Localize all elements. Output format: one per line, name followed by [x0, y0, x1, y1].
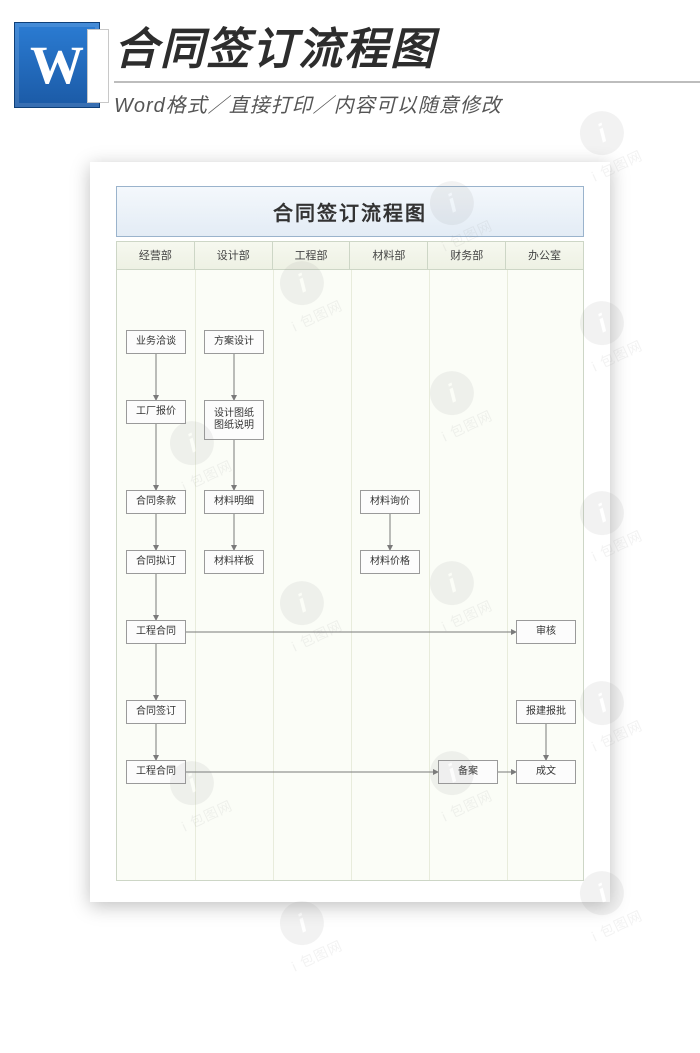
banner-subtitle: Word格式／直接打印／内容可以随意修改: [114, 81, 700, 118]
lane-header: 材料部: [350, 242, 428, 269]
flow-node: 合同条款: [126, 490, 186, 514]
flow-node: 审核: [516, 620, 576, 644]
lane-header: 工程部: [273, 242, 351, 269]
doc-title: 合同签订流程图: [116, 186, 584, 237]
flow-node: 业务洽谈: [126, 330, 186, 354]
flow-node: 合同签订: [126, 700, 186, 724]
flow-node: 材料明细: [204, 490, 264, 514]
word-icon-letter: W: [30, 34, 84, 96]
flow-node: 材料询价: [360, 490, 420, 514]
word-icon: W: [14, 22, 100, 108]
lane-header: 经营部: [117, 242, 195, 269]
flow-node: 合同拟订: [126, 550, 186, 574]
document-page: 合同签订流程图 经营部设计部工程部材料部财务部办公室 业务洽谈工厂报价合同条款合…: [90, 162, 610, 902]
lane-header: 设计部: [195, 242, 273, 269]
lane-header: 财务部: [428, 242, 506, 269]
flow-node: 工厂报价: [126, 400, 186, 424]
swimlane-grid: 经营部设计部工程部材料部财务部办公室 业务洽谈工厂报价合同条款合同拟订工程合同合…: [116, 241, 584, 881]
flow-node: 工程合同: [126, 760, 186, 784]
flow-node: 成文: [516, 760, 576, 784]
banner-text: 合同签订流程图 Word格式／直接打印／内容可以随意修改: [114, 13, 700, 118]
flow-node: 工程合同: [126, 620, 186, 644]
watermark-item: ii 包图网: [268, 892, 346, 976]
flow-node: 报建报批: [516, 700, 576, 724]
flow-node: 方案设计: [204, 330, 264, 354]
flow-node: 设计图纸图纸说明: [204, 400, 264, 440]
flow-node: 备案: [438, 760, 498, 784]
lane-header: 办公室: [506, 242, 583, 269]
flow-node: 材料样板: [204, 550, 264, 574]
banner-title: 合同签订流程图: [114, 13, 700, 77]
top-banner: W 合同签订流程图 Word格式／直接打印／内容可以随意修改: [0, 0, 700, 130]
flow-node: 材料价格: [360, 550, 420, 574]
lane-headers: 经营部设计部工程部材料部财务部办公室: [117, 242, 583, 270]
